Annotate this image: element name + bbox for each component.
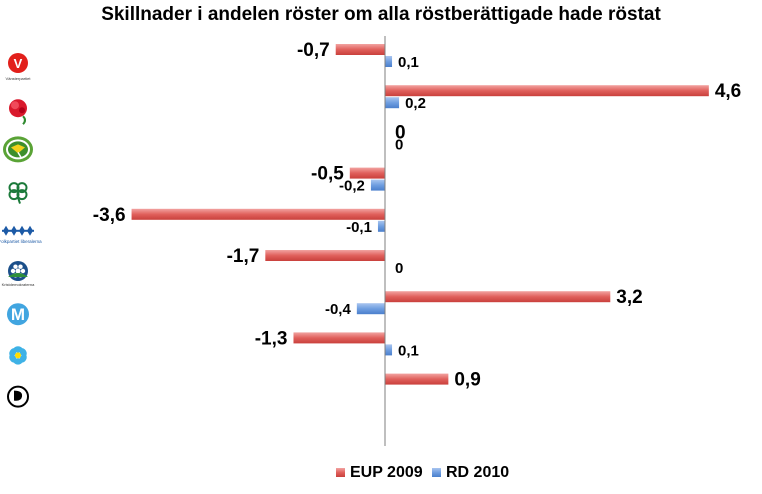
bar-rd-8 xyxy=(385,344,393,356)
bar-rd-4 xyxy=(370,179,385,191)
bar-eup-4 xyxy=(349,167,385,179)
data-label-rd-6: 0 xyxy=(395,260,403,277)
bar-eup-8 xyxy=(293,332,385,344)
data-label-rd-3: 0 xyxy=(395,136,403,153)
data-label-rd-4: -0,2 xyxy=(339,178,365,195)
data-label-eup-3: 0 xyxy=(395,122,406,143)
svg-text:V: V xyxy=(14,56,23,71)
bar-eup-7 xyxy=(385,291,611,303)
svg-text:Kristdemokraterna: Kristdemokraterna xyxy=(2,282,35,287)
legend-swatch-eup xyxy=(336,468,345,477)
data-label-eup-2: 4,6 xyxy=(715,81,741,102)
data-label-eup-9: 0,9 xyxy=(454,370,480,391)
chart-title: Skillnader i andelen röster om alla röst… xyxy=(101,4,661,25)
data-label-eup-4: -0,5 xyxy=(311,164,344,185)
bar-rd-7 xyxy=(356,303,385,315)
data-label-rd-8: 0,1 xyxy=(398,342,419,359)
folkpartiet-logo-icon: Folkpartiet liberalerna xyxy=(0,225,42,244)
legend: EUP 2009 RD 2010 xyxy=(336,464,509,481)
sverigedemokraterna-flower-icon xyxy=(9,346,27,365)
bar-eup-6 xyxy=(265,250,385,261)
miljopartiet-sunflower-icon xyxy=(3,136,33,163)
legend-label-eup: EUP 2009 xyxy=(350,464,423,481)
svg-text:Vänsterpartiet: Vänsterpartiet xyxy=(6,76,32,81)
data-label-rd-7: -0,4 xyxy=(325,301,352,318)
kristdemokraterna-logo-icon: Kristdemokraterna xyxy=(2,261,35,287)
party-logos: V Vänsterpartiet Folkpartiet liberalerna Kr… xyxy=(0,53,42,408)
piratpartiet-sail-icon xyxy=(7,385,29,408)
bar-eup-1 xyxy=(335,44,385,55)
bar-eup-5 xyxy=(131,208,385,220)
data-label-eup-1: -0,7 xyxy=(297,40,330,61)
bar-eup-2 xyxy=(385,85,709,97)
legend-swatch-rd xyxy=(432,468,441,477)
bar-rd-2 xyxy=(385,97,400,109)
data-label-rd-1: 0,1 xyxy=(398,54,419,71)
data-label-rd-2: 0,2 xyxy=(405,95,426,112)
svg-text:M: M xyxy=(11,305,25,324)
data-label-rd-5: -0,1 xyxy=(346,219,372,236)
centerpartiet-clover-icon xyxy=(8,182,28,204)
bar-eup-9 xyxy=(385,373,449,385)
legend-label-rd: RD 2010 xyxy=(446,464,509,481)
svg-text:Folkpartiet liberalerna: Folkpartiet liberalerna xyxy=(0,239,42,244)
moderaterna-m-icon: M xyxy=(7,303,29,326)
data-label-eup-6: -1,7 xyxy=(227,246,260,267)
bar-rd-1 xyxy=(385,56,393,67)
data-label-eup-7: 3,2 xyxy=(616,287,642,308)
socialdemokraterna-rose-icon xyxy=(9,99,27,125)
bar-rd-5 xyxy=(377,220,385,232)
vansterpartiet-logo-icon: V Vänsterpartiet xyxy=(6,53,32,81)
data-label-eup-8: -1,3 xyxy=(255,328,288,349)
data-label-eup-5: -3,6 xyxy=(93,205,126,226)
